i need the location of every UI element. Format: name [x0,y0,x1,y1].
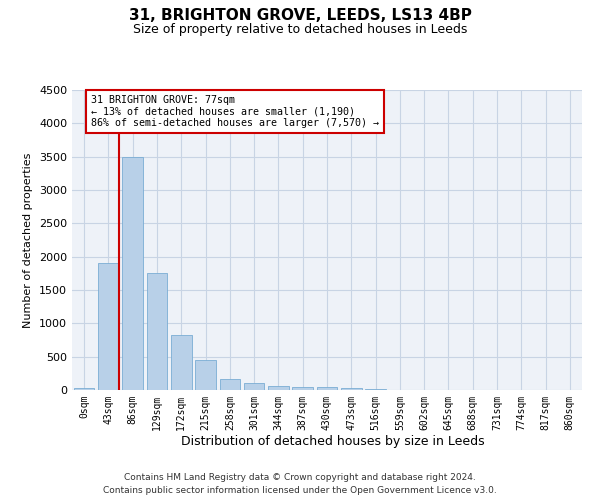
Bar [122,158,143,390]
Bar [341,388,362,390]
Bar [292,387,313,390]
Text: Contains HM Land Registry data © Crown copyright and database right 2024.: Contains HM Land Registry data © Crown c… [124,472,476,482]
Text: 31 BRIGHTON GROVE: 77sqm
← 13% of detached houses are smaller (1,190)
86% of sem: 31 BRIGHTON GROVE: 77sqm ← 13% of detach… [91,94,379,128]
Bar [195,360,216,390]
Y-axis label: Number of detached properties: Number of detached properties [23,152,34,328]
Text: Distribution of detached houses by size in Leeds: Distribution of detached houses by size … [181,435,485,448]
Bar [244,384,265,390]
Text: 31, BRIGHTON GROVE, LEEDS, LS13 4BP: 31, BRIGHTON GROVE, LEEDS, LS13 4BP [128,8,472,22]
Bar [317,388,337,390]
Text: Size of property relative to detached houses in Leeds: Size of property relative to detached ho… [133,22,467,36]
Bar [98,264,119,390]
Bar [74,388,94,390]
Bar [220,378,240,390]
Bar [146,272,167,390]
Bar [268,386,289,390]
Text: Contains public sector information licensed under the Open Government Licence v3: Contains public sector information licen… [103,486,497,495]
Bar [171,334,191,390]
